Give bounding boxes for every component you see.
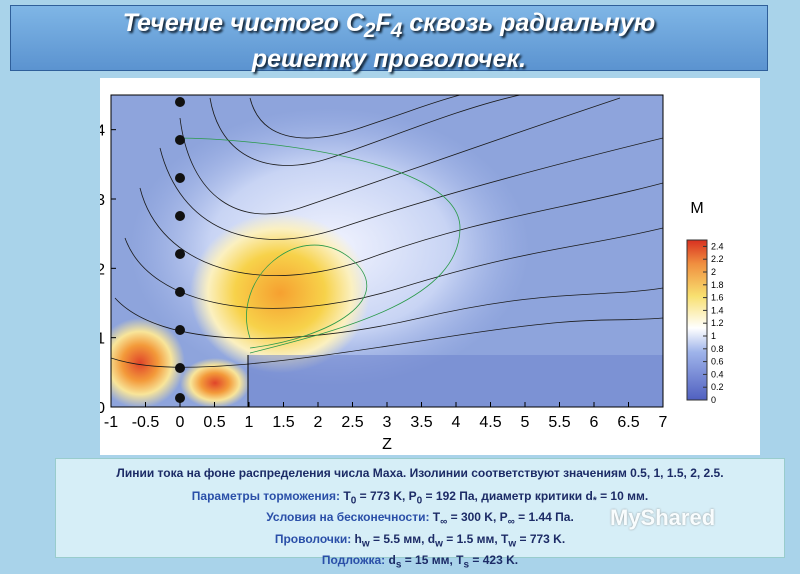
x-tick-label: 0.5 xyxy=(203,414,225,431)
text-segment: w xyxy=(435,538,443,550)
x-tick-label: 0 xyxy=(176,414,185,431)
x-tick-label: 6.5 xyxy=(617,414,639,431)
x-tick-label: 2.5 xyxy=(341,414,363,431)
x-tick-label: 7 xyxy=(659,414,668,431)
caption: Линии тока на фоне распределения числа М… xyxy=(55,458,785,571)
text-segment: w xyxy=(508,538,517,550)
title: Течение чистого C2F4 сквозь радиальную р… xyxy=(10,5,768,73)
caption-line: Проволочки: hw = 5.5 мм, dw = 1.5 мм, Tw… xyxy=(56,531,784,552)
caption-label: Параметры торможения: xyxy=(191,489,341,503)
text-segment: = 1.44 Па. xyxy=(514,510,574,525)
text-segment: = 300 K, P xyxy=(447,510,508,525)
text-segment: сквозь радиальную xyxy=(402,9,656,37)
text-segment: T xyxy=(340,489,351,503)
text-segment: 0 xyxy=(416,495,423,507)
colorbar-label: M xyxy=(690,200,703,217)
text-segment: h xyxy=(351,531,362,546)
text-segment: = 773 K. xyxy=(516,531,566,546)
text-segment: = 192 Па, диаметр критики d xyxy=(422,489,593,503)
text-segment: = 423 K. xyxy=(469,553,519,568)
text-segment: 0 xyxy=(350,495,357,507)
colorbar-tick-label: 1 xyxy=(711,331,716,341)
x-tick-label: -1 xyxy=(104,414,118,431)
y-tick-label: 0 xyxy=(100,400,105,417)
caption-label: Подложка: xyxy=(321,553,386,568)
text-segment: ∞ xyxy=(507,516,515,528)
colorbar-tick-label: 0.8 xyxy=(711,344,724,354)
colorbar-tick-label: 1.6 xyxy=(711,293,724,303)
colorbar-tick-label: 1.4 xyxy=(711,305,724,315)
caption-line: Параметры торможения: T0 = 773 K, P0 = 1… xyxy=(56,488,784,509)
text-segment: = 10 мм. xyxy=(596,489,649,503)
text-segment: s xyxy=(463,559,470,571)
text-segment: Течение чистого C xyxy=(122,9,364,37)
text-segment: = 1.5 мм, T xyxy=(442,531,509,546)
colorbar-tick-label: 1.8 xyxy=(711,280,724,290)
x-tick-label: 1 xyxy=(245,414,254,431)
title-line: решетку проволочек. xyxy=(251,45,527,73)
colorbar-tick-label: 0.2 xyxy=(711,382,724,392)
text-segment: = 15 мм, T xyxy=(401,553,464,568)
caption-line: Линии тока на фоне распределения числа М… xyxy=(56,465,784,482)
x-tick-label: 1.5 xyxy=(272,414,294,431)
x-tick-label: 6 xyxy=(590,414,599,431)
colorbar-tick-label: 0.4 xyxy=(711,369,724,379)
watermark: MyShared xyxy=(610,505,716,530)
colorbar-tick-label: 2.2 xyxy=(711,254,724,264)
text-segment: ∞ xyxy=(440,516,448,528)
x-tick-label: 5 xyxy=(521,414,530,431)
x-tick-label: 3.5 xyxy=(410,414,432,431)
x-tick-label: 4 xyxy=(452,414,461,431)
text-segment: w xyxy=(361,538,370,550)
y-tick-label: 4 xyxy=(100,123,105,140)
x-tick-label: 3 xyxy=(383,414,392,431)
y-tick-label: 2 xyxy=(100,261,105,278)
text-segment: 2 xyxy=(363,19,376,42)
text-segment: 4 xyxy=(390,19,403,42)
y-tick-label: 3 xyxy=(100,192,105,209)
text-segment: T xyxy=(429,510,441,525)
x-tick-label: 4.5 xyxy=(479,414,501,431)
text-segment: s xyxy=(395,559,402,571)
text-segment: * xyxy=(592,495,597,507)
y-tick-label: 1 xyxy=(100,331,105,348)
caption-label: Условия на бесконечности: xyxy=(266,510,430,525)
text-segment: F xyxy=(375,9,391,37)
text-segment: = 773 K, P xyxy=(356,489,417,503)
text-segment: Линии тока на фоне распределения числа М… xyxy=(116,466,724,480)
text-segment: d xyxy=(385,553,396,568)
caption-label: Проволочки: xyxy=(274,531,352,546)
caption-line: Подложка: ds = 15 мм, Ts = 423 K. xyxy=(56,552,784,573)
x-tick-label: -0.5 xyxy=(132,414,160,431)
colorbar-tick-label: 0 xyxy=(711,395,716,405)
text-segment: = 5.5 мм, d xyxy=(369,531,436,546)
plot: -1 -0.5 0 0.5 1 1.5 2 2.5 3 3.5 4 4.5 5 5.5 6 6.5 7 0 1 2 3 4… xyxy=(100,78,760,455)
x-tick-label: 2 xyxy=(314,414,323,431)
x-axis-label: Z xyxy=(382,436,392,453)
colorbar-tick-label: 2 xyxy=(711,267,716,277)
x-tick-label: 5.5 xyxy=(548,414,570,431)
colorbar-tick-label: 1.2 xyxy=(711,318,724,328)
caption-line: Условия на бесконечности: T∞ = 300 K, P∞… xyxy=(56,509,784,530)
colorbar-tick-label: 2.4 xyxy=(711,241,724,251)
title-line: Течение чистого C2F4 сквозь радиальную xyxy=(11,9,767,45)
colorbar-tick-label: 0.6 xyxy=(711,357,724,367)
